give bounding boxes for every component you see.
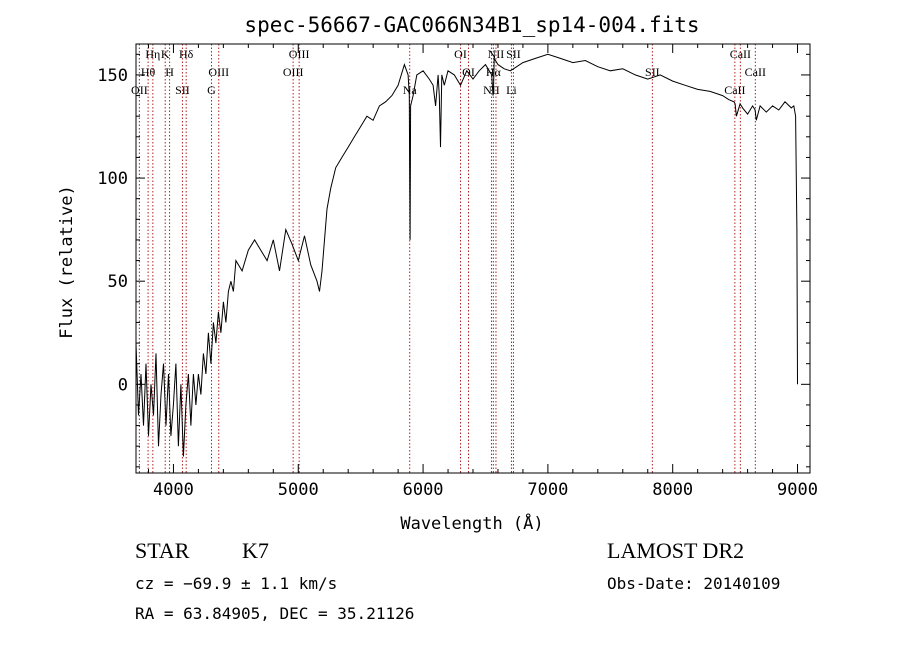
spectral-line-label: Hθ [141,65,156,79]
spectral-line-label: SII [506,47,521,61]
spectral-line-label: OI [454,47,467,61]
redshift-cz: cz = −69.9 ± 1.1 km/s [135,574,338,593]
x-tick-label: 6000 [403,480,444,500]
plot-frame [135,43,811,474]
spectral-line-label: OII [131,83,148,97]
spectral-line-label: H [165,65,174,79]
spectral-line-label: NII [488,47,505,61]
spectral-line-label: Hη [145,47,160,61]
y-tick-label: 0 [118,375,128,395]
y-tick-label: 150 [97,66,128,86]
spectral-line-label: CaII [730,47,751,61]
x-axis-label: Wavelength (Å) [400,512,543,534]
x-tick-label: 8000 [652,480,693,500]
spectral-line-label: K [161,47,170,61]
x-tick-label: 9000 [777,480,818,500]
object-class: STAR [135,538,190,563]
spectrum-chart: spec-56667-GAC066N34B1_sp14-004.fits Hη H… [57,13,818,534]
spectral-line-label: SII [175,83,190,97]
spectral-line-label: OIII [208,65,229,79]
y-tick-label: 100 [97,169,128,189]
coordinates: RA = 63.84905, DEC = 35.21126 [135,604,415,623]
survey-name: LAMOST DR2 [607,538,745,563]
spectral-line-label: CaII [724,83,745,97]
spectral-line-label: SII [645,65,660,79]
spectral-line-label: OI [462,65,475,79]
chart-title: spec-56667-GAC066N34B1_sp14-004.fits [244,13,699,37]
spectral-line-label: CaII [745,65,766,79]
x-tick-label: 7000 [527,480,568,500]
y-tick-label: 50 [108,272,128,292]
spectral-line-label: G [207,83,216,97]
spectral-line-label: OIII [283,65,304,79]
observation-date: Obs-Date: 20140109 [607,574,781,593]
x-tick-label: 4000 [153,480,194,500]
spectral-line-label: OIII [289,47,310,61]
object-subclass: K7 [242,538,269,563]
spectral-line-label: Hδ [179,47,194,61]
spectrum-line [135,53,798,457]
y-axis-label: Flux (relative) [57,185,77,339]
x-tick-label: 5000 [278,480,319,500]
spectral-line-label: NII [483,83,500,97]
spectral-line-label: Li [506,83,517,97]
